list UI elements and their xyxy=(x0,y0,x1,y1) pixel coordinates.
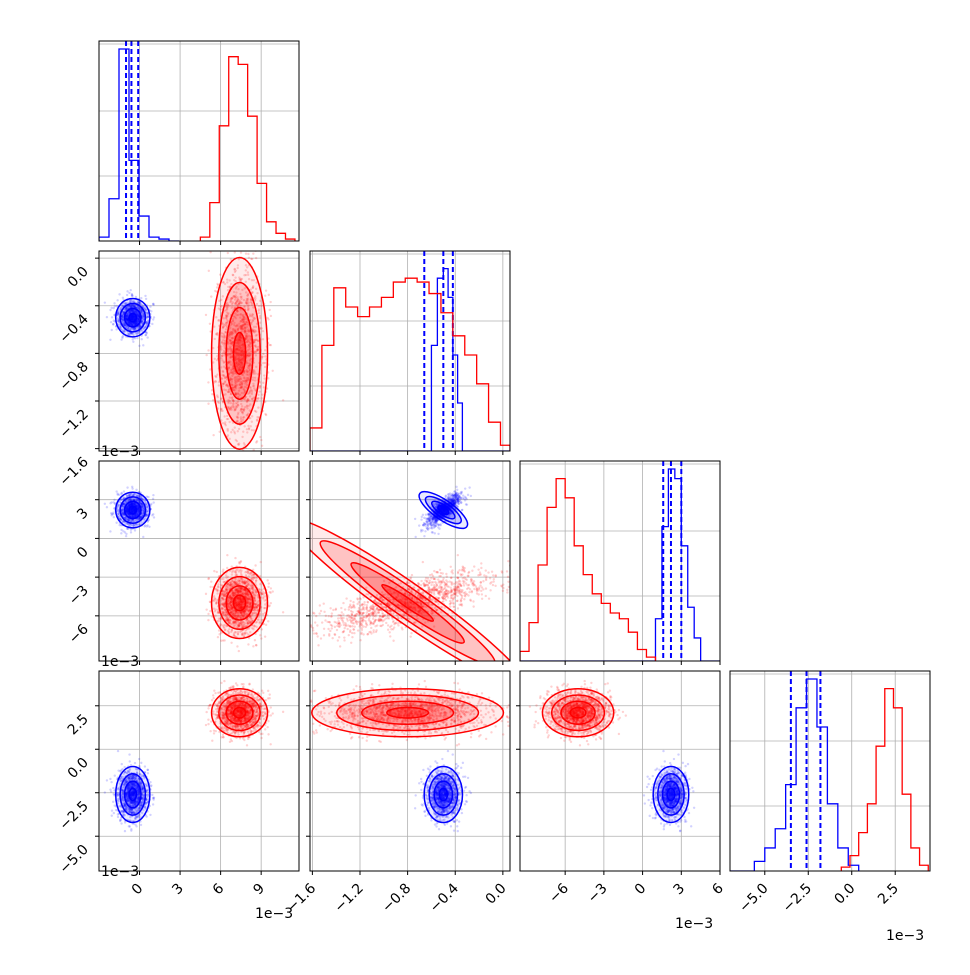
x-exponent-label: 1e−3 xyxy=(886,928,924,944)
y-tick-label: −1.6 xyxy=(56,454,91,489)
histogram-series-0 xyxy=(520,469,720,661)
y-exponent-label: 1e−3 xyxy=(101,654,139,670)
y-tick-label: −0.4 xyxy=(56,311,91,346)
panel-frame xyxy=(99,251,299,451)
y-tick-label: 0.0 xyxy=(65,755,92,782)
contour-series-0 xyxy=(653,766,689,822)
panel-frame xyxy=(99,461,299,661)
y-tick-label: −0.8 xyxy=(56,359,91,394)
contour-series-1 xyxy=(212,689,268,737)
histogram-series-1 xyxy=(310,278,510,451)
panel-2-1 xyxy=(279,461,588,701)
contour-series-0 xyxy=(424,766,462,822)
x-exponent-label: 1e−3 xyxy=(255,906,293,922)
x-tick-label: −5.0 xyxy=(736,881,771,916)
y-tick-label: −5.0 xyxy=(56,842,91,877)
x-tick-label: 6 xyxy=(210,880,228,898)
x-tick-label: 0.0 xyxy=(483,881,510,908)
histogram-series-0 xyxy=(310,269,510,451)
contour-series-1 xyxy=(212,258,268,450)
histogram-series-0 xyxy=(730,679,859,871)
y-tick-label: −1.2 xyxy=(56,407,91,442)
contour-series-0 xyxy=(116,766,150,822)
panel-2-2 xyxy=(520,461,720,665)
y-exponent-label: 1e−3 xyxy=(101,444,139,460)
x-tick-label: 2.5 xyxy=(875,881,902,908)
x-tick-label: −0.8 xyxy=(379,881,414,916)
panel-3-3: 2.5 0.0 −2.5 −5.0 xyxy=(730,671,930,916)
panel-frame xyxy=(520,461,720,661)
x-tick-label: 0.0 xyxy=(832,881,859,908)
x-tick-label: 0 xyxy=(632,881,650,899)
panel-3-2: −6 −3 0 3 6 xyxy=(516,671,727,906)
x-tick-label: 9 xyxy=(250,881,268,899)
y-tick-label: 0 xyxy=(74,544,92,562)
contour-series-1 xyxy=(542,689,613,737)
x-exponent-label: 1e−3 xyxy=(675,916,713,932)
panel-frame xyxy=(730,671,930,871)
panel-3-0: 2.5 0.0 −2.5 −5.0 1e−30 3 6 9 xyxy=(56,671,299,898)
x-tick-label: −1.2 xyxy=(331,881,366,916)
y-tick-label: 0.0 xyxy=(65,264,92,291)
x-tick-label: −0.4 xyxy=(427,880,462,915)
x-tick-label: −2.5 xyxy=(780,881,815,916)
y-tick-label: 3 xyxy=(74,505,92,523)
x-tick-label: −3 xyxy=(585,881,611,907)
histogram-series-1 xyxy=(841,689,928,871)
histogram-series-1 xyxy=(200,57,295,241)
y-tick-label: −6 xyxy=(66,621,92,647)
y-tick-label: −2.5 xyxy=(56,798,91,833)
y-exponent-label: 1e−3 xyxy=(101,864,139,880)
y-tick-label: 2.5 xyxy=(65,711,92,738)
contour-series-0 xyxy=(414,486,472,535)
x-tick-label: 3 xyxy=(169,881,187,899)
x-tick-label: 0 xyxy=(129,881,147,899)
panel-frame xyxy=(310,251,510,451)
x-tick-label: −6 xyxy=(546,880,572,906)
x-tick-label: 3 xyxy=(670,881,688,899)
contour-series-0 xyxy=(116,492,150,528)
contour-series-0 xyxy=(116,299,150,337)
y-tick-label: −3 xyxy=(66,583,92,609)
contour-series-1 xyxy=(312,689,504,737)
panel-0-0 xyxy=(99,41,299,245)
contour-series-1 xyxy=(212,567,268,638)
x-tick-label: 6 xyxy=(709,880,727,898)
panel-2-0: 3 0 −3 −6 1e−3 xyxy=(66,461,299,670)
histogram-series-1 xyxy=(520,479,655,661)
panel-1-1 xyxy=(310,251,510,455)
panel-1-0: 0.0 −0.4 −0.8 −1.2 −1.6 1e−3 xyxy=(56,174,299,490)
